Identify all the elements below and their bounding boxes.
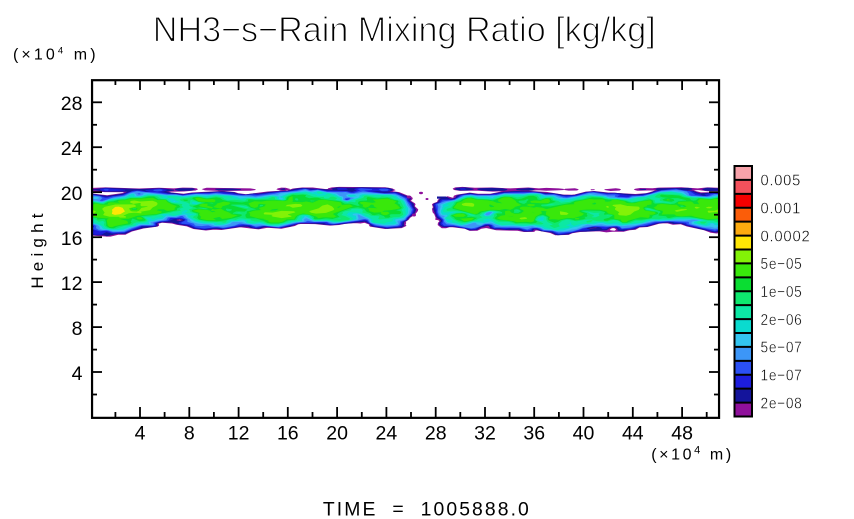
svg-text:16: 16: [277, 423, 299, 445]
svg-text:(×104 m): (×104 m): [651, 445, 734, 464]
svg-text:28: 28: [61, 93, 83, 115]
svg-text:20: 20: [61, 183, 83, 205]
svg-text:40: 40: [573, 423, 595, 445]
svg-text:12: 12: [61, 273, 83, 295]
svg-text:12: 12: [228, 423, 250, 445]
svg-text:(×104 m): (×104 m): [13, 46, 99, 64]
svg-text:TIME = 1005888.0: TIME = 1005888.0: [323, 499, 531, 519]
svg-text:24: 24: [61, 138, 83, 160]
svg-text:NH3−s−Rain Mixing Ratio [kg/kg: NH3−s−Rain Mixing Ratio [kg/kg]: [153, 10, 656, 50]
svg-text:Height: Height: [28, 208, 47, 288]
svg-text:0.005: 0.005: [761, 173, 802, 190]
svg-text:2e−08: 2e−08: [761, 395, 803, 412]
svg-text:0.0002: 0.0002: [761, 228, 811, 245]
svg-text:8: 8: [184, 423, 195, 445]
svg-text:36: 36: [523, 423, 545, 445]
svg-text:4: 4: [72, 363, 83, 385]
svg-text:44: 44: [622, 423, 644, 445]
svg-text:0.001: 0.001: [761, 200, 802, 217]
svg-text:28: 28: [425, 423, 447, 445]
svg-text:16: 16: [61, 228, 83, 250]
svg-text:20: 20: [326, 423, 348, 445]
svg-text:2e−06: 2e−06: [761, 312, 803, 329]
svg-text:4: 4: [135, 423, 146, 445]
svg-text:5e−05: 5e−05: [761, 256, 803, 273]
svg-text:24: 24: [376, 423, 398, 445]
svg-text:48: 48: [671, 423, 693, 445]
svg-text:5e−07: 5e−07: [761, 340, 803, 357]
svg-text:1e−07: 1e−07: [761, 367, 803, 384]
svg-text:8: 8: [72, 318, 83, 340]
svg-text:1e−05: 1e−05: [761, 284, 803, 301]
svg-text:32: 32: [474, 423, 496, 445]
